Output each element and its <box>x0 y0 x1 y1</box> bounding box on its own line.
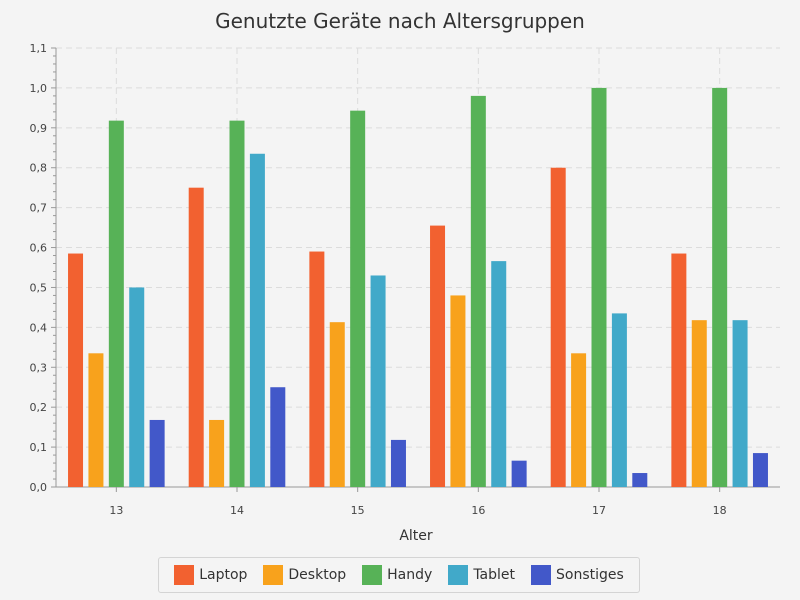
bar-laptop-18 <box>671 253 687 487</box>
x-tick-label: 13 <box>109 504 123 517</box>
bar-tablet-18 <box>732 320 748 487</box>
bar-tablet-13 <box>129 287 145 487</box>
bar-sonstiges-16 <box>511 460 527 487</box>
legend-swatch <box>362 565 383 585</box>
legend-label: Tablet <box>473 567 516 583</box>
bar-handy-13 <box>108 120 124 487</box>
x-tick-label: 18 <box>713 504 727 517</box>
bar-laptop-17 <box>550 167 566 487</box>
bar-handy-18 <box>712 87 728 487</box>
y-tick-label: 0,8 <box>30 162 48 175</box>
ticks-layer: 0,0 0,1 0,2 0,3 0,4 0,5 0,6 0,7 0,8 0,9 1,0 1,1 13 14… <box>30 42 727 517</box>
bar-desktop-15 <box>329 322 345 487</box>
legend-swatch <box>174 565 195 585</box>
bar-laptop-16 <box>430 225 446 487</box>
bar-sonstiges-13 <box>149 419 165 487</box>
chart-title: Genutzte Geräte nach Altersgruppen <box>215 9 585 33</box>
bar-desktop-18 <box>691 320 707 487</box>
bar-handy-17 <box>591 87 607 487</box>
legend-item-tablet: Tablet <box>448 565 515 585</box>
bar-tablet-14 <box>249 153 265 487</box>
bar-handy-15 <box>350 110 366 487</box>
bar-desktop-13 <box>88 353 104 487</box>
bar-sonstiges-17 <box>632 473 648 487</box>
bar-handy-14 <box>229 120 245 487</box>
legend-item-desktop: Desktop <box>263 565 346 585</box>
chart-legend: Laptop Desktop Handy Tablet Sonstiges <box>158 557 640 593</box>
legend-label: Handy <box>387 567 433 583</box>
bar-laptop-13 <box>68 253 84 487</box>
bar-handy-16 <box>470 95 486 488</box>
bar-desktop-17 <box>571 353 587 487</box>
y-tick-label: 0,7 <box>30 202 48 215</box>
x-axis-label: Alter <box>399 528 433 544</box>
legend-item-handy: Handy <box>362 565 432 585</box>
legend-label: Laptop <box>199 567 248 583</box>
y-tick-label: 0,6 <box>30 242 48 255</box>
bar-laptop-14 <box>188 187 204 487</box>
y-tick-label: 0,3 <box>30 361 48 374</box>
y-tick-label: 0,4 <box>30 321 48 334</box>
y-tick-label: 1,1 <box>30 42 48 55</box>
axes-layer <box>55 48 780 488</box>
bar-tablet-16 <box>491 261 507 487</box>
legend-item-sonstiges: Sonstiges <box>531 565 624 585</box>
y-tick-label: 1,0 <box>30 82 48 95</box>
legend-label: Desktop <box>288 567 347 583</box>
legend-item-laptop: Laptop <box>174 565 247 585</box>
x-tick-label: 16 <box>471 504 485 517</box>
y-tick-label: 0,2 <box>30 401 48 414</box>
bar-sonstiges-18 <box>752 453 768 487</box>
bar-desktop-14 <box>209 419 225 487</box>
x-tick-label: 15 <box>351 504 365 517</box>
y-tick-label: 0,1 <box>30 441 48 454</box>
x-tick-label: 17 <box>592 504 606 517</box>
bars-layer <box>68 87 768 488</box>
legend-swatch <box>531 565 552 585</box>
y-tick-label: 0,9 <box>30 122 48 135</box>
bar-tablet-17 <box>611 313 627 487</box>
legend-swatch <box>448 565 469 585</box>
bar-desktop-16 <box>450 295 466 487</box>
bar-sonstiges-15 <box>390 439 406 487</box>
bar-chart: Genutzte Geräte nach Altersgruppen 0,00,… <box>30 9 780 544</box>
bar-tablet-15 <box>370 275 386 487</box>
bar-sonstiges-14 <box>270 387 286 487</box>
y-tick-label: 0,0 <box>30 481 48 494</box>
legend-swatch <box>263 565 284 585</box>
bar-laptop-15 <box>309 251 325 487</box>
y-tick-label: 0,5 <box>30 281 48 294</box>
legend-label: Sonstiges <box>556 567 624 583</box>
x-tick-label: 14 <box>230 504 244 517</box>
